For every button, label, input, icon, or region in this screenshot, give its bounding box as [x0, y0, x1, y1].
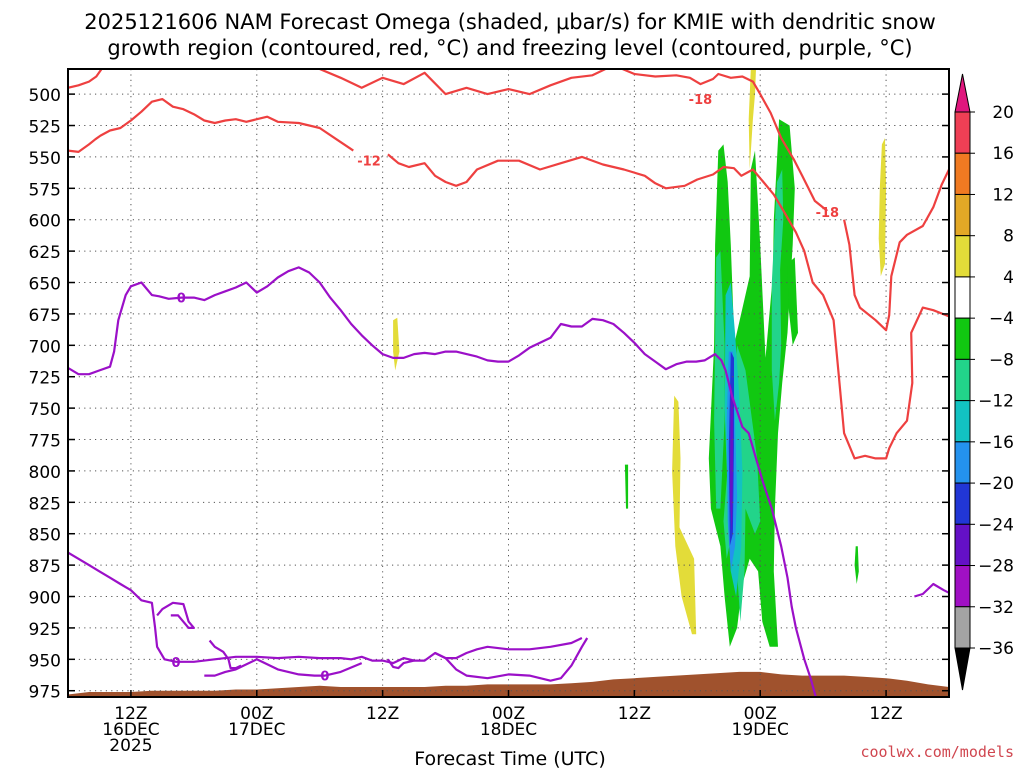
x-tick-label: 00Z — [744, 704, 777, 724]
freezing-level-contour-line — [204, 658, 363, 677]
omega-region — [878, 138, 887, 277]
colorbar-label: 8 — [1003, 227, 1014, 247]
y-tick-label: 575 — [29, 180, 61, 200]
omega-region — [624, 464, 629, 509]
y-tick-label: 800 — [29, 463, 61, 483]
y-tick-label: 950 — [29, 651, 61, 671]
contour-labels: -18 -18 -12 0 0 0 — [172, 93, 840, 685]
omega-region — [771, 169, 784, 421]
y-tick-label: 650 — [29, 275, 61, 295]
freezing-level-contour-line — [156, 601, 195, 630]
y-tick-label: 900 — [29, 589, 61, 609]
colorbar-bin — [954, 193, 971, 237]
y-tick-label: 825 — [29, 494, 61, 514]
colorbar-label: −12 — [978, 392, 1014, 412]
colorbar-label: −8 — [989, 350, 1014, 370]
x-tick-label: 12Z — [869, 704, 902, 724]
x-tick-label: 12Z — [618, 704, 651, 724]
freezing-level-contour-line — [208, 639, 242, 670]
x-tick-label: 18DEC — [480, 720, 537, 740]
contour-lines — [68, 69, 949, 697]
y-tick-label: 875 — [29, 557, 61, 577]
dgz-contour-line — [387, 153, 949, 460]
x-tick-label: 2025 — [109, 736, 152, 756]
x-tick-label: 00Z — [240, 704, 273, 724]
y-tick-label: 700 — [29, 337, 61, 357]
omega-region — [729, 383, 733, 534]
dgz-contour-line — [68, 69, 103, 89]
colorbar-label: 16 — [992, 144, 1014, 164]
colorbar-label: −16 — [978, 433, 1014, 453]
colorbar-bin — [954, 482, 971, 525]
colorbar-bin — [954, 565, 971, 608]
y-tick-label: 775 — [29, 432, 61, 452]
freezing-level-contour-line — [68, 266, 817, 697]
y-tick-label: 600 — [29, 212, 61, 232]
freezing-level-contour-line — [914, 582, 949, 598]
colorbar-bin — [954, 235, 971, 278]
colorbar-bin — [954, 523, 971, 567]
colorbar-bin — [954, 400, 971, 443]
freezing-level-contour-line — [434, 637, 589, 682]
dgz-contour-line — [843, 169, 949, 332]
colorbar-label: −32 — [978, 598, 1014, 618]
x-tick-label: 12Z — [114, 704, 147, 724]
x-tick-label: 12Z — [366, 704, 399, 724]
y-tick-label: 750 — [29, 400, 61, 420]
chart-title-line2: growth region (contoured, red, °C) and f… — [107, 36, 912, 60]
colorbar-bin — [954, 276, 971, 319]
x-axis-label: Forecast Time (UTC) — [414, 748, 605, 768]
credit-text: coolwx.com/models — [860, 743, 1014, 761]
colorbar-bin — [954, 441, 971, 484]
freezing-level-contour-label: 0 — [172, 656, 181, 671]
x-tick-label: 00Z — [492, 704, 525, 724]
omega-region — [787, 257, 798, 346]
y-tick-label: 925 — [29, 620, 61, 640]
y-tick-label: 675 — [29, 306, 61, 326]
colorbar-bin — [954, 111, 971, 154]
omega-region — [672, 395, 697, 635]
colorbar-under-triangle — [954, 647, 971, 691]
colorbar-label: 12 — [992, 185, 1014, 205]
x-tick-label: 19DEC — [732, 720, 789, 740]
dgz-contour-label: -18 — [816, 206, 840, 221]
y-tick-label: 550 — [29, 149, 61, 169]
colorbar-bin — [954, 317, 971, 360]
y-tick-label: 625 — [29, 243, 61, 263]
colorbar-bin — [954, 358, 971, 402]
colorbar-label: 4 — [1003, 268, 1014, 288]
freezing-level-contour-label: 0 — [177, 292, 186, 307]
grid-lines — [68, 69, 949, 697]
x-tick-label: 16DEC — [102, 720, 159, 740]
dgz-contour-label: -18 — [689, 93, 713, 108]
colorbar-label: −20 — [978, 474, 1014, 494]
colorbar-label: −4 — [989, 309, 1014, 329]
colorbar-bin — [954, 606, 971, 649]
colorbar-label: −36 — [978, 639, 1014, 659]
omega-region — [714, 251, 725, 509]
dgz-contour-line — [68, 97, 354, 153]
dgz-contour-line — [319, 69, 828, 212]
terrain-fill — [68, 671, 949, 697]
axes: 500 525 550 575 600 625 650 675 700 725 750 775 800 8… — [29, 86, 949, 756]
y-tick-label: 500 — [29, 86, 61, 106]
colorbar-bin — [954, 152, 971, 195]
x-tick-label: 17DEC — [228, 720, 285, 740]
freezing-level-contour-label: 0 — [320, 670, 329, 685]
colorbar-label: 20 — [992, 103, 1014, 123]
colorbar: 20 16 12 8 4 −4 −8 −12 −16 −20 −24 −28 −32 −36 — [954, 73, 1014, 691]
y-tick-label: 725 — [29, 369, 61, 389]
y-tick-label: 850 — [29, 526, 61, 546]
y-tick-label: 975 — [29, 683, 61, 703]
freezing-level-contour-line — [386, 658, 415, 670]
chart-title-line1: 2025121606 NAM Forecast Omega (shaded, μ… — [84, 10, 936, 34]
freezing-level-contour-line — [68, 551, 583, 665]
colorbar-label: −28 — [978, 557, 1014, 577]
colorbar-label: −24 — [978, 515, 1014, 535]
y-tick-label: 525 — [29, 118, 61, 138]
dgz-contour-label: -12 — [357, 155, 381, 170]
